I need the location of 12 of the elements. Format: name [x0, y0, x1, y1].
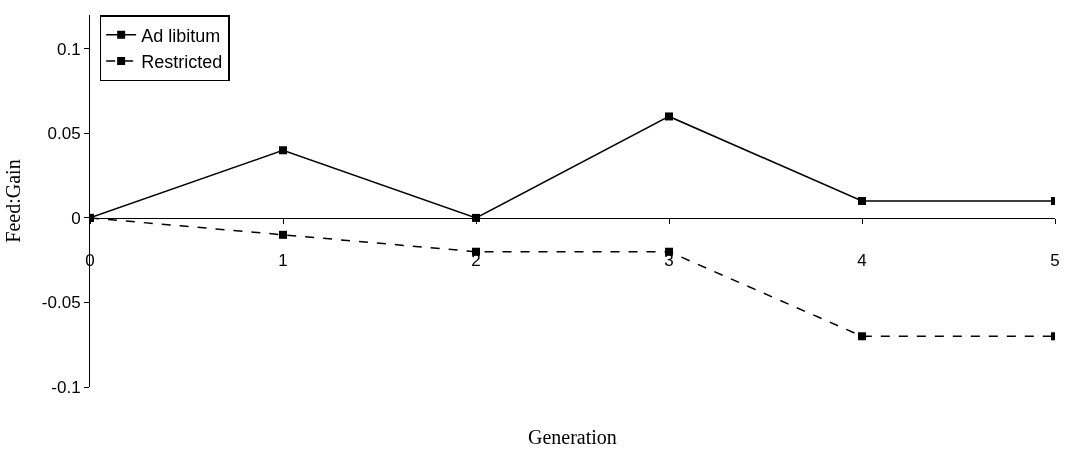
- y-tick-label: 0: [71, 208, 81, 228]
- x-tick-label: 5: [1050, 251, 1060, 271]
- y-tick-label: 0.1: [56, 39, 81, 59]
- legend-label: Ad libitum: [141, 25, 221, 46]
- legend-label: Restricted: [141, 52, 223, 73]
- y-tick-label: 0.05: [47, 124, 81, 144]
- y-tick-label: -0.05: [41, 293, 81, 313]
- y-tick-label: -0.1: [51, 377, 81, 397]
- x-tick-label: 4: [857, 251, 867, 271]
- y-axis-title: Feed:Gain: [2, 159, 25, 243]
- x-axis-title: Generation: [528, 426, 617, 448]
- x-tick-label: 1: [278, 251, 288, 271]
